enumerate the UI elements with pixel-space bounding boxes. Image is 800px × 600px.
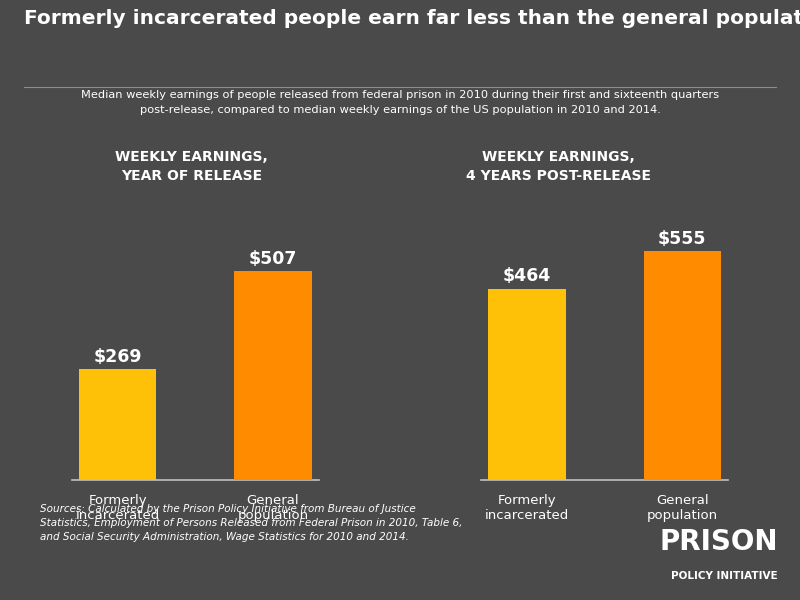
Text: $464: $464 bbox=[503, 267, 551, 285]
Text: WEEKLY EARNINGS,
YEAR OF RELEASE: WEEKLY EARNINGS, YEAR OF RELEASE bbox=[115, 150, 267, 184]
Bar bbox=[643, 251, 721, 480]
Bar bbox=[79, 369, 157, 480]
Text: Formerly incarcerated people earn far less than the general population: Formerly incarcerated people earn far le… bbox=[24, 9, 800, 28]
Text: $507: $507 bbox=[249, 250, 297, 268]
Text: POLICY INITIATIVE: POLICY INITIATIVE bbox=[671, 571, 778, 581]
Text: WEEKLY EARNINGS,
4 YEARS POST-RELEASE: WEEKLY EARNINGS, 4 YEARS POST-RELEASE bbox=[466, 150, 651, 184]
Text: Median weekly earnings of people released from federal prison in 2010 during the: Median weekly earnings of people release… bbox=[81, 90, 719, 115]
Text: Sources: Calculated by the Prison Policy Initiative from Bureau of Justice
Stati: Sources: Calculated by the Prison Policy… bbox=[40, 504, 462, 542]
Bar bbox=[234, 271, 312, 480]
Text: $555: $555 bbox=[658, 230, 706, 248]
Text: PRISON: PRISON bbox=[659, 527, 778, 556]
Bar bbox=[488, 289, 566, 480]
Text: $269: $269 bbox=[94, 348, 142, 366]
